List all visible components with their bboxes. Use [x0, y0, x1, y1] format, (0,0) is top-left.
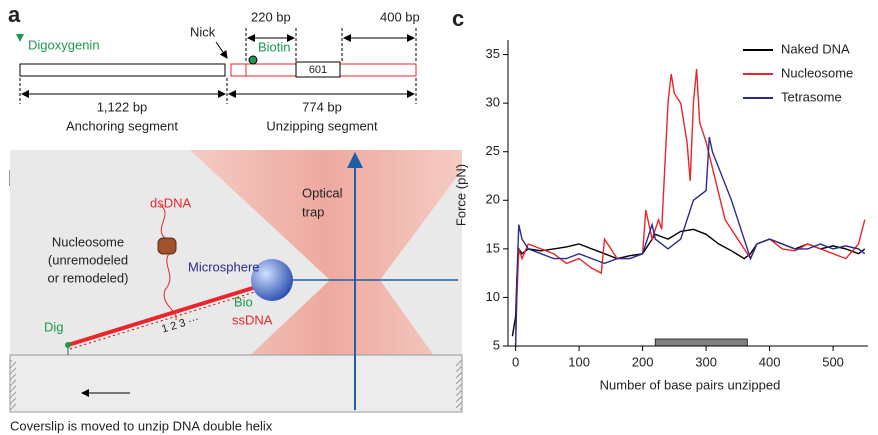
y-tick-label: 5: [493, 337, 500, 352]
y-tick-label: 15: [486, 240, 500, 255]
biotin: Biotin: [258, 39, 291, 54]
span-220: 220 bp: [251, 9, 291, 24]
trap-beam: [190, 150, 462, 412]
dsdna: dsDNA: [150, 195, 192, 210]
y-tick-label: 30: [486, 95, 500, 110]
ssdna-strand: [67, 285, 257, 347]
coverslip: [9, 354, 463, 413]
nick: Nick: [190, 24, 216, 39]
ssdna: ssDNA: [232, 312, 273, 327]
bio: Bio: [234, 294, 253, 309]
unzip-name: Unzipping segment: [266, 118, 378, 133]
panel-b: b Optical trap dsDNA Nucleosome (unremod…: [8, 150, 463, 433]
x-tick-label: 300: [695, 354, 717, 369]
span-400: 400 bp: [380, 9, 420, 24]
nucleosome-label: Nucleosome: [52, 234, 124, 249]
legend-label: Nucleosome: [781, 65, 853, 80]
biotin-marker: [248, 55, 258, 65]
unzip-length: 774 bp: [302, 99, 342, 114]
dig-marker: [16, 34, 24, 42]
x-tick-label: 0: [512, 354, 519, 369]
legend-label: Naked DNA: [781, 41, 850, 56]
panel-c: c Number of base pairs unzipped Force (p…: [452, 6, 868, 392]
microsphere: [251, 259, 293, 301]
x-tick-label: 200: [632, 354, 654, 369]
y-tick-label: 25: [486, 143, 500, 158]
caption: Coverslip is moved to unzip DNA double h…: [10, 418, 273, 433]
x-tick-label: 400: [759, 354, 781, 369]
microsphere-label: Microsphere: [188, 259, 260, 274]
highlight-bar: [654, 338, 748, 347]
box-601: [295, 61, 341, 78]
nucleosome-label: (unremodeled: [48, 252, 128, 267]
series-line: [511, 228, 866, 337]
series-line: [514, 136, 866, 346]
digoxygenin: Digoxygenin: [28, 37, 100, 52]
dig-marker: [65, 342, 71, 348]
trap-label: trap: [302, 204, 324, 219]
y-tick-label: 35: [486, 46, 500, 61]
anchor-name: Anchoring segment: [66, 118, 178, 133]
dsdna-strand: [159, 204, 177, 321]
nick-arrow: [215, 41, 228, 59]
x-tick-label: 500: [822, 354, 844, 369]
nucleosome-icon: [157, 237, 177, 255]
anchor-length: 1,122 bp: [97, 99, 148, 114]
hatch: [10, 360, 16, 410]
dig: Dig: [44, 319, 64, 334]
x-axis-label: Number of base pairs unzipped: [600, 377, 781, 392]
panel-label: c: [452, 6, 464, 31]
panel-label: a: [8, 2, 21, 27]
trap-label: Optical: [302, 185, 343, 200]
guides: [19, 28, 417, 104]
y-axis-label: Force (pN): [453, 164, 468, 226]
hatch: [456, 360, 462, 410]
y-tick-label: 20: [486, 192, 500, 207]
nucleosome-label: or remodeled): [48, 270, 129, 285]
series-line: [514, 69, 866, 346]
label-601: 601: [309, 64, 327, 76]
legend-label: Tetrasome: [781, 89, 842, 104]
x-tick-label: 100: [568, 354, 590, 369]
anchor-box: [19, 63, 226, 77]
span-arrows: [21, 34, 415, 98]
panel-a: a Digoxygenin 601 Biotin Nick 220 bp 400…: [8, 2, 420, 134]
y-tick-label: 10: [486, 289, 500, 304]
